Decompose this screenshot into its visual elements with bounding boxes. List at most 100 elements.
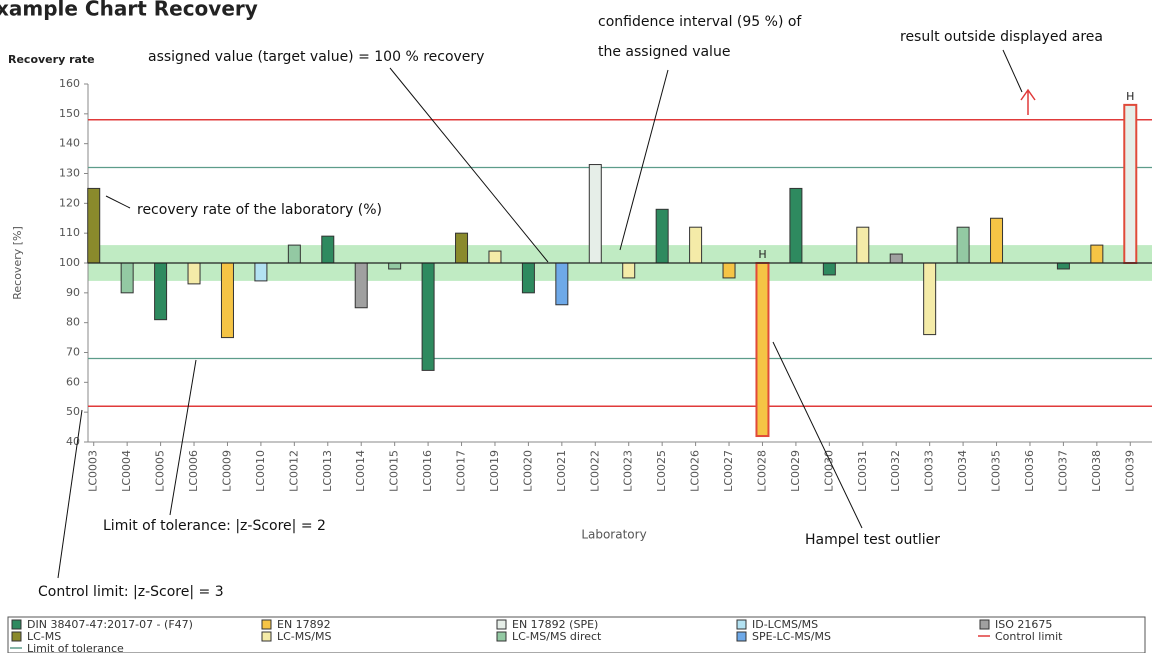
bar (488, 250, 502, 264)
x-tick-label: LC0027 (722, 450, 735, 492)
x-tick-label: LC0009 (220, 450, 233, 492)
x-tick-label: LC0031 (856, 450, 869, 492)
bar (287, 244, 301, 264)
bar (421, 262, 435, 371)
leader-line (169, 359, 197, 516)
legend-swatch (736, 619, 747, 630)
legend-label: LC-MS/MS (277, 630, 331, 643)
annotation: assigned value (target value) = 100 % re… (148, 49, 484, 65)
legend-label: EN 17892 (277, 618, 331, 631)
x-tick-label: LC0033 (923, 450, 936, 492)
annotation: confidence interval (95 %) of (598, 14, 802, 30)
bar (1123, 103, 1138, 264)
annotation: Limit of tolerance: |z-Score| = 2 (103, 518, 326, 534)
bar (956, 226, 970, 264)
legend-label: EN 17892 (SPE) (512, 618, 598, 631)
bar (689, 226, 703, 264)
legend-label: SPE-LC-MS/MS (752, 630, 831, 643)
bar (187, 262, 201, 285)
legend-swatch (261, 619, 272, 630)
bar (120, 262, 134, 294)
annotation: Control limit: |z-Score| = 3 (38, 584, 224, 600)
bar (154, 262, 168, 321)
bar (755, 262, 770, 438)
y-tick-label: 70 (66, 346, 80, 359)
x-tick-label: LC0029 (789, 450, 802, 492)
y-tick-label: 100 (59, 256, 80, 269)
subtitle: Recovery rate (8, 53, 95, 66)
annotation: recovery rate of the laboratory (%) (137, 202, 382, 218)
x-tick-label: LC0035 (990, 450, 1003, 492)
legend-swatch (261, 631, 272, 642)
x-tick-label: LC0023 (622, 450, 635, 492)
bar (321, 235, 335, 264)
bar (990, 217, 1004, 264)
x-tick-label: LC0028 (755, 450, 768, 492)
x-tick-label: LC0025 (655, 450, 668, 492)
x-tick-label: LC0013 (321, 450, 334, 492)
y-tick-label: 160 (59, 77, 80, 90)
y-tick-label: 150 (59, 107, 80, 120)
x-tick-label: LC0026 (689, 450, 702, 492)
x-tick-label: LC0004 (120, 450, 133, 492)
y-tick-label: 120 (59, 196, 80, 209)
x-tick-label: LC0016 (421, 450, 434, 492)
annotation: result outside displayed area (900, 29, 1103, 45)
y-tick-label: 40 (66, 435, 80, 448)
x-tick-label: LC0012 (287, 450, 300, 492)
y-tick-label: 50 (66, 405, 80, 418)
x-tick-label: LC0015 (388, 450, 401, 492)
leader-line (389, 67, 549, 263)
legend-label: Limit of tolerance (27, 642, 124, 653)
bar (655, 208, 669, 264)
legend-label: ISO 21675 (995, 618, 1052, 631)
y-tick-label: 90 (66, 286, 80, 299)
bar (789, 187, 803, 264)
x-tick-label: LC0017 (455, 450, 468, 492)
y-tick-label: 140 (59, 137, 80, 150)
x-tick-label: LC0022 (588, 450, 601, 492)
x-axis-label: Laboratory (581, 528, 646, 542)
x-tick-label: LC0038 (1090, 450, 1103, 492)
y-tick-label: 110 (59, 226, 80, 239)
legend-swatch (979, 619, 990, 630)
x-tick-label: LC0030 (822, 450, 835, 492)
legend-swatch (736, 631, 747, 642)
x-tick-label: LC0037 (1056, 450, 1069, 492)
bar (388, 262, 402, 270)
leader-line (105, 195, 131, 209)
outlier-label: H (758, 248, 766, 261)
bar (1090, 244, 1104, 264)
bar (555, 262, 569, 306)
legend-swatch (496, 619, 507, 630)
legend-swatch (496, 631, 507, 642)
y-tick-label: 60 (66, 375, 80, 388)
bar (254, 262, 268, 282)
outside-arrow (1020, 88, 1036, 115)
bar (354, 262, 368, 309)
x-tick-label: LC0003 (87, 450, 100, 492)
bar (822, 262, 836, 276)
y-tick-label: 80 (66, 316, 80, 329)
legend-box (7, 616, 1146, 653)
legend-swatch (11, 619, 22, 630)
bar (87, 187, 101, 264)
x-tick-label: LC0021 (555, 450, 568, 492)
x-tick-label: LC0020 (521, 450, 534, 492)
bar (923, 262, 937, 336)
x-tick-label: LC0034 (956, 450, 969, 492)
annotation: Hampel test outlier (805, 532, 940, 548)
legend-swatch (11, 631, 22, 642)
bar (220, 262, 234, 339)
x-tick-label: LC0036 (1023, 450, 1036, 492)
bar (588, 164, 602, 264)
chart-title: xample Chart Recovery (0, 0, 258, 21)
annotation: the assigned value (598, 44, 730, 60)
y-axis-label: Recovery [%] (11, 226, 24, 300)
bar (856, 226, 870, 264)
legend-label: DIN 38407-47:2017-07 - (F47) (27, 618, 193, 631)
y-tick-label: 130 (59, 167, 80, 180)
outlier-label: H (1126, 90, 1134, 103)
leader-line (619, 69, 669, 251)
